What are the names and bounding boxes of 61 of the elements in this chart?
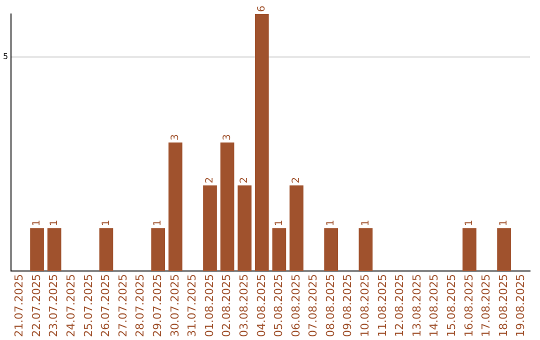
y-tick-label: 5	[2, 52, 8, 61]
x-tick-label: 07.08.2025	[306, 274, 320, 338]
data-label: 2	[239, 176, 250, 184]
x-tick-label: 17.08.2025	[480, 274, 493, 338]
bar	[47, 228, 62, 272]
data-label: 1	[100, 220, 112, 226]
bar	[168, 142, 182, 272]
bar	[290, 185, 304, 272]
data-label: 1	[32, 220, 43, 226]
x-tick-label: 16.08.2025	[462, 274, 476, 338]
bar	[497, 228, 511, 272]
x-tick-label: 18.08.2025	[496, 274, 510, 338]
bar	[324, 228, 338, 272]
x-tick-label: 24.07.2025	[64, 274, 78, 338]
bar	[99, 228, 114, 272]
x-tick-label: 26.07.2025	[99, 274, 112, 338]
x-tick-label: 08.08.2025	[324, 274, 337, 338]
data-label: 6	[256, 6, 268, 12]
bar	[220, 142, 234, 272]
x-tick-label: 15.08.2025	[445, 274, 458, 338]
x-tick-label: 22.07.2025	[30, 274, 43, 338]
x-tick-label: 12.08.2025	[393, 274, 406, 338]
x-tick-label: 25.07.2025	[82, 274, 95, 338]
data-label: 1	[326, 220, 337, 226]
x-tick-label: 03.08.2025	[237, 274, 250, 338]
x-tick-label: 14.08.2025	[428, 274, 441, 338]
x-tick-label: 09.08.2025	[341, 274, 354, 338]
x-tick-label: 05.08.2025	[272, 274, 286, 338]
x-tick-label: 06.08.2025	[289, 274, 302, 338]
x-tick-label: 28.07.2025	[134, 274, 147, 338]
data-label: 3	[170, 134, 182, 141]
x-tick-label: 27.07.2025	[116, 274, 130, 338]
data-label: 2	[204, 176, 216, 184]
bar	[151, 228, 166, 272]
x-tick-label: 11.08.2025	[376, 274, 389, 338]
data-label: 1	[48, 220, 60, 226]
bar	[203, 185, 217, 272]
x-tick-label: 29.07.2025	[150, 274, 164, 338]
x-tick-label: 19.08.2025	[514, 274, 528, 338]
x-tick-label: 23.07.2025	[47, 274, 60, 338]
x-tick-label: 04.08.2025	[254, 274, 268, 338]
data-label: 1	[498, 220, 510, 226]
bar	[358, 228, 373, 272]
x-tick-label: 02.08.2025	[220, 274, 234, 338]
data-label: 3	[222, 134, 233, 141]
data-label: 1	[360, 220, 372, 226]
data-label: 1	[464, 220, 476, 226]
bar	[30, 228, 44, 272]
bar	[272, 228, 286, 272]
x-tick-label: 30.07.2025	[168, 274, 182, 338]
bar	[238, 185, 252, 272]
data-label: 1	[152, 220, 164, 226]
x-tick-label: 10.08.2025	[358, 274, 372, 338]
data-label: 2	[291, 176, 302, 184]
data-label: 1	[274, 220, 285, 226]
bar	[254, 14, 269, 272]
bar	[462, 228, 476, 272]
x-tick-label: 01.08.2025	[202, 274, 216, 338]
x-tick-label: 13.08.2025	[410, 274, 424, 338]
x-tick-label: 21.07.2025	[12, 274, 26, 338]
x-tick-label: 31.07.2025	[186, 274, 199, 338]
